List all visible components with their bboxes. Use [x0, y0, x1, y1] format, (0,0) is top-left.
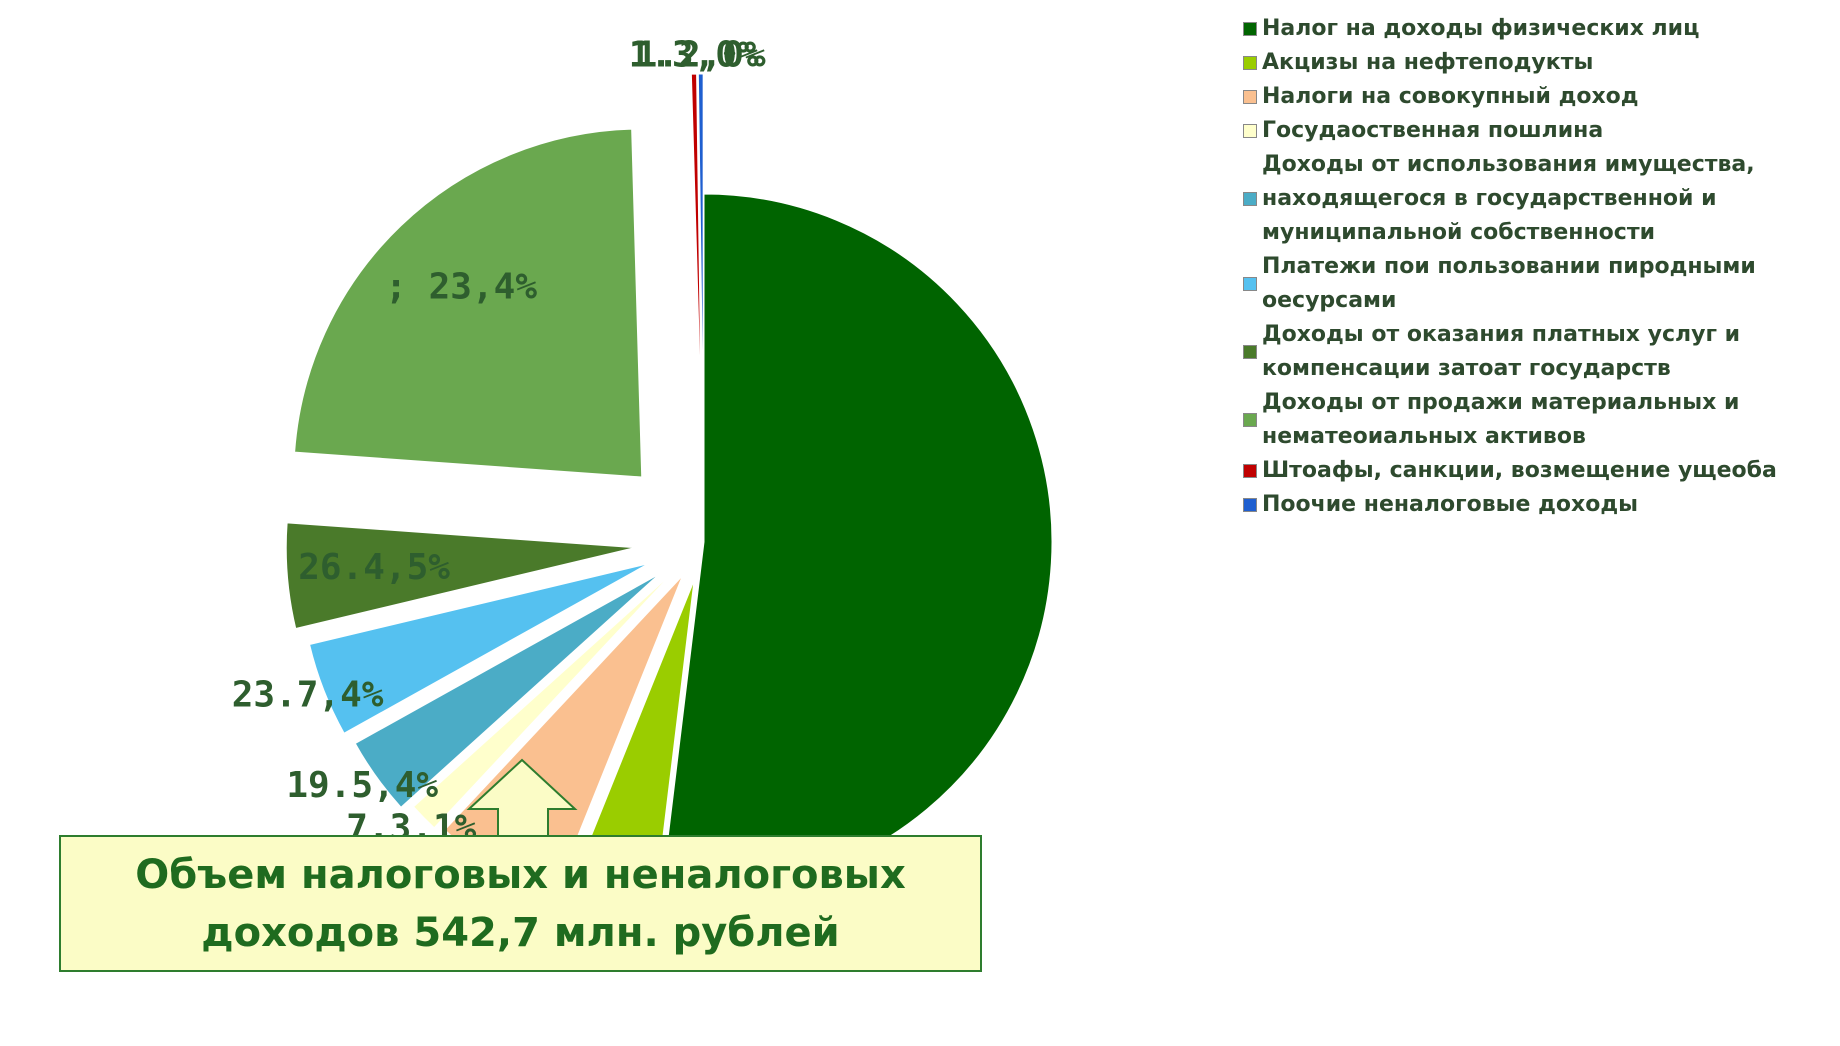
- legend-item: Доходы от оказания платных услуг и компе…: [1243, 318, 1838, 386]
- pie-slice: [308, 563, 649, 734]
- legend-item: Налоги на совокупный доход: [1243, 80, 1838, 114]
- legend-item: Доходы от продажи материальных и нематео…: [1243, 386, 1838, 454]
- legend-swatch: [1243, 277, 1257, 291]
- pie-slice: [412, 573, 673, 829]
- legend-swatch: [1243, 345, 1257, 359]
- pie-slice: [285, 522, 635, 630]
- legend-swatch: [1243, 192, 1257, 206]
- legend-label: Доходы от оказания платных услуг и компе…: [1262, 322, 1741, 381]
- legend-swatch: [1243, 124, 1257, 138]
- legend-swatch: [1243, 56, 1257, 70]
- legend-item: Госудаоственная пошлина: [1243, 114, 1838, 148]
- legend-swatch: [1243, 413, 1257, 427]
- legend-swatch: [1243, 22, 1257, 36]
- pie-slice: [294, 128, 643, 478]
- legend-label: Штоафы, санкции, возмещение ущеоба: [1262, 458, 1777, 483]
- legend-swatch: [1243, 464, 1257, 478]
- legend: Налог на доходы физических лиц Акцизы на …: [1243, 12, 1838, 522]
- data-label: ; 23,4%: [385, 267, 537, 308]
- data-label: 26.4,5%: [298, 547, 450, 588]
- legend-label: Доходы от продажи материальных и нематео…: [1262, 390, 1740, 449]
- annotation: Объем налоговых и неналоговых доходов 54…: [59, 835, 982, 972]
- legend-item: Налог на доходы физических лиц: [1243, 12, 1838, 46]
- pie-slice: [690, 73, 702, 423]
- legend-label: Акцизы на нефтеподукты: [1262, 50, 1594, 75]
- legend-label: Платежи пои пользовании пиродными оесурс…: [1262, 254, 1756, 313]
- data-label: 1.3,0%: [629, 35, 759, 76]
- legend-label: Налог на доходы физических лиц: [1262, 16, 1700, 41]
- legend-label: Поочие неналоговые доходы: [1262, 492, 1638, 517]
- pie-slice: [354, 573, 660, 808]
- legend-label: Госудаоственная пошлина: [1262, 118, 1604, 143]
- legend-item: Акцизы на нефтеподукты: [1243, 46, 1838, 80]
- legend-item: Платежи пои пользовании пиродными оесурс…: [1243, 250, 1838, 318]
- pie-slice: [697, 73, 704, 423]
- data-label: 19.5,4%: [286, 765, 438, 806]
- legend-item: Поочие неналоговые доходы: [1243, 488, 1838, 522]
- legend-item: Доходы от использования имущества, наход…: [1243, 148, 1838, 250]
- legend-swatch: [1243, 498, 1257, 512]
- legend-item: Штоафы, санкции, возмещение ущеоба: [1243, 454, 1838, 488]
- legend-label: Налоги на совокупный доход: [1262, 84, 1639, 109]
- data-label: 23.7,4%: [232, 674, 384, 715]
- legend-label: Доходы от использования имущества, наход…: [1262, 152, 1755, 245]
- pie-slice: [661, 193, 1053, 891]
- data-label: 1.2,0%: [636, 35, 766, 76]
- pie: 22.6,4%31.9,6%7.3,1%19.5,4%23.7,4%26.4,5…: [232, 35, 1053, 954]
- legend-swatch: [1243, 90, 1257, 104]
